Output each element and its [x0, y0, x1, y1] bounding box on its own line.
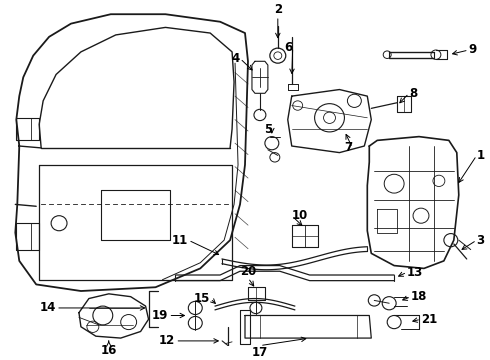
Text: 11: 11	[172, 234, 188, 247]
Text: 18: 18	[411, 290, 427, 303]
Text: 5: 5	[264, 122, 272, 136]
Text: 21: 21	[421, 313, 437, 326]
Text: 8: 8	[409, 87, 417, 100]
Text: 13: 13	[407, 266, 423, 279]
Text: 17: 17	[252, 346, 268, 359]
Text: 14: 14	[40, 301, 56, 314]
Text: 19: 19	[152, 309, 169, 322]
Text: 7: 7	[344, 141, 352, 154]
Text: 10: 10	[292, 209, 308, 222]
Text: 16: 16	[100, 344, 117, 357]
Text: 2: 2	[274, 3, 282, 16]
Text: 6: 6	[285, 41, 293, 54]
Text: 9: 9	[469, 44, 477, 57]
Text: 1: 1	[477, 149, 485, 162]
Text: 12: 12	[159, 334, 175, 347]
Text: 20: 20	[240, 265, 256, 278]
Text: 15: 15	[194, 292, 210, 305]
Text: 3: 3	[477, 234, 485, 247]
Text: 4: 4	[232, 52, 240, 65]
